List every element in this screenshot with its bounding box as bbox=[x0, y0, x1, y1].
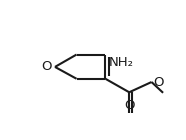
Text: O: O bbox=[153, 75, 163, 88]
Text: O: O bbox=[41, 60, 51, 73]
Text: NH₂: NH₂ bbox=[108, 56, 133, 69]
Text: O: O bbox=[124, 99, 134, 112]
